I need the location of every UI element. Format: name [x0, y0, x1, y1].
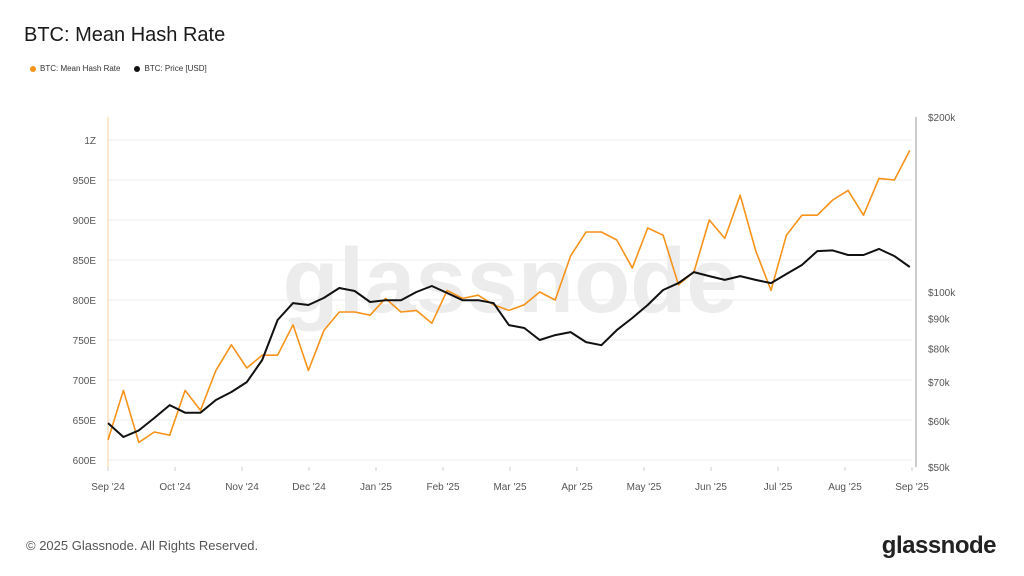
- price-line: [107, 247, 911, 438]
- y-right-tick-label: $90k: [928, 315, 951, 326]
- y-right-tick-label: $60k: [928, 417, 951, 428]
- legend-label: BTC: Price [USD]: [144, 64, 207, 73]
- x-tick-label: Feb '25: [426, 482, 459, 493]
- y-left-tick-label: 850E: [73, 256, 97, 267]
- y-left-tick-label: 950E: [73, 176, 97, 187]
- x-tick-label: Jul '25: [764, 482, 793, 493]
- y-left-tick-label: 600E: [73, 456, 97, 467]
- x-tick-label: Apr '25: [561, 482, 593, 493]
- y-left-tick-label: 650E: [73, 416, 97, 427]
- x-tick-label: Sep '25: [895, 482, 929, 493]
- x-tick-label: Dec '24: [292, 482, 326, 493]
- x-tick-label: Mar '25: [493, 482, 526, 493]
- y-left-tick-label: 700E: [73, 376, 97, 387]
- y-right-tick-label: $100k: [928, 288, 956, 299]
- y-right-tick-label: $80k: [928, 344, 951, 355]
- legend-item-hash-rate[interactable]: BTC: Mean Hash Rate: [30, 64, 120, 73]
- watermark: glassnode: [282, 230, 737, 332]
- x-tick-label: Jan '25: [360, 482, 392, 493]
- copyright: © 2025 Glassnode. All Rights Reserved.: [26, 538, 259, 553]
- y-left-tick-label: 900E: [73, 216, 97, 227]
- legend-label: BTC: Mean Hash Rate: [40, 64, 121, 73]
- hash-rate-line: [107, 150, 911, 444]
- x-tick-label: Jun '25: [695, 482, 727, 493]
- legend-dot-icon: [30, 65, 36, 72]
- legend: BTC: Mean Hash Rate BTC: Price [USD]: [30, 64, 207, 73]
- x-tick-label: May '25: [627, 482, 662, 493]
- y-left-tick-label: 1Z: [84, 136, 96, 147]
- x-tick-label: Oct '24: [159, 482, 191, 493]
- legend-item-price[interactable]: BTC: Price [USD]: [134, 64, 207, 73]
- y-left-tick-label: 750E: [73, 336, 97, 347]
- x-tick-label: Nov '24: [225, 482, 259, 493]
- x-tick-label: Aug '25: [828, 482, 862, 493]
- x-tick-label: Sep '24: [91, 482, 125, 493]
- y-right-tick-label: $70k: [928, 378, 951, 389]
- y-left-tick-label: 800E: [73, 296, 97, 307]
- chart-title: BTC: Mean Hash Rate: [24, 24, 226, 46]
- glassnode-logo: glassnode: [881, 532, 997, 559]
- legend-dot-icon: [134, 65, 141, 72]
- y-right-tick-label: $200k: [928, 113, 956, 124]
- y-right-tick-label: $50k: [928, 463, 951, 474]
